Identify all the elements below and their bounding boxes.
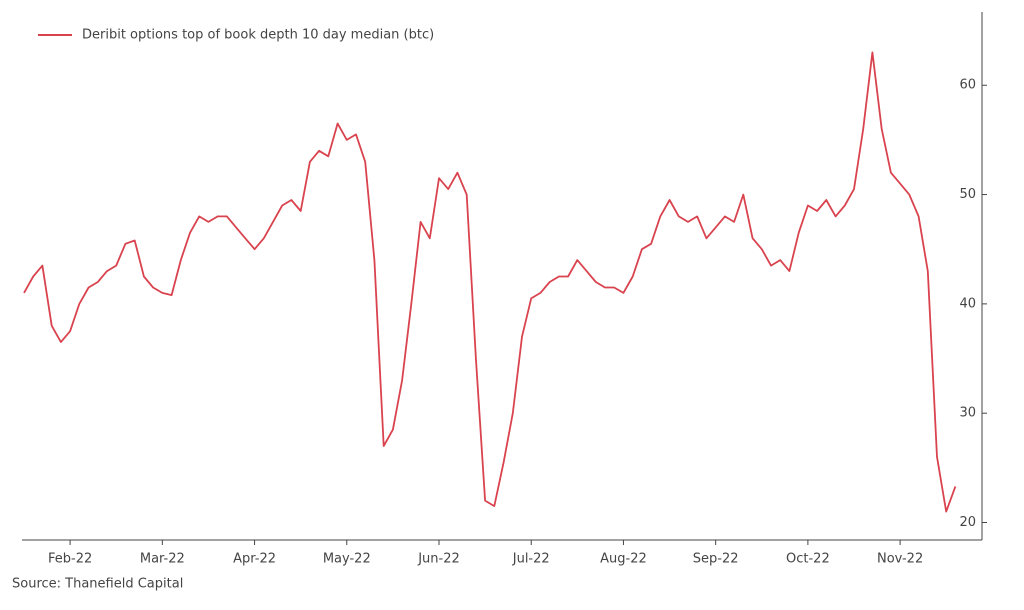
data-line <box>23 51 957 513</box>
x-tick-label: Aug-22 <box>600 552 647 567</box>
y-tick-label: 30 <box>959 406 976 421</box>
x-tick-label: May-22 <box>323 552 371 567</box>
legend-label: Deribit options top of book depth 10 day… <box>82 28 434 43</box>
y-tick-label: 60 <box>959 78 976 93</box>
x-tick-label: Feb-22 <box>48 552 92 567</box>
x-tick-label: Jun-22 <box>417 552 460 567</box>
x-tick-label: Apr-22 <box>233 552 276 567</box>
x-tick-label: Nov-22 <box>877 552 923 567</box>
x-tick-label: Oct-22 <box>786 552 830 567</box>
x-tick-label: Sep-22 <box>693 552 739 567</box>
y-tick-label: 50 <box>959 187 976 202</box>
source-note: Source: Thanefield Capital <box>12 577 183 592</box>
x-tick-label: Mar-22 <box>140 552 185 567</box>
x-tick-label: Jul-22 <box>512 552 550 567</box>
y-tick-label: 20 <box>959 515 976 530</box>
y-tick-label: 40 <box>959 296 976 311</box>
